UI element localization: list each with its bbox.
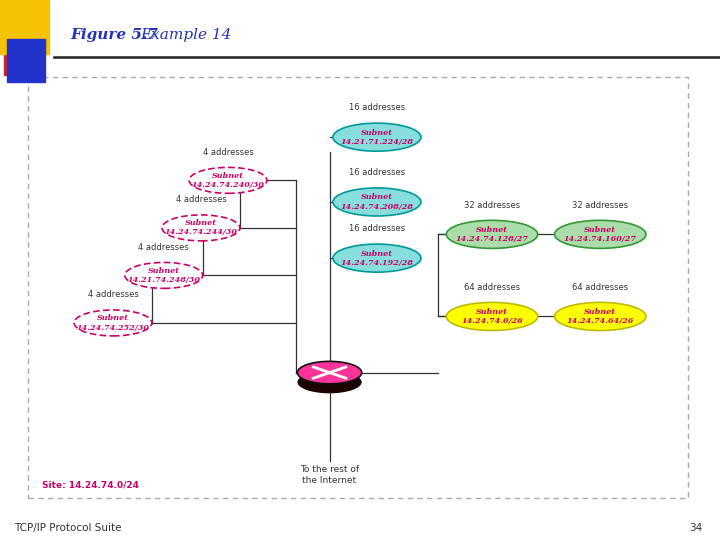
Text: 4 addresses: 4 addresses <box>202 147 253 157</box>
Text: 16 addresses: 16 addresses <box>349 103 405 112</box>
Text: TCP/IP Protocol Suite: TCP/IP Protocol Suite <box>14 523 122 533</box>
Text: Subnet
14.24.74.128/27: Subnet 14.24.74.128/27 <box>456 226 528 243</box>
Text: Subnet
14.24.74.244/30: Subnet 14.24.74.244/30 <box>164 219 238 237</box>
Text: Subnet
14.21.74.248/30: Subnet 14.21.74.248/30 <box>127 267 200 284</box>
Text: 4 addresses: 4 addresses <box>176 195 226 204</box>
Text: Subnet
14.24.74.160/27: Subnet 14.24.74.160/27 <box>564 226 636 243</box>
Ellipse shape <box>162 215 240 241</box>
Text: 32 addresses: 32 addresses <box>572 200 629 210</box>
Text: Subnet
14.21.71.224/28: Subnet 14.21.71.224/28 <box>341 129 413 146</box>
Text: 16 addresses: 16 addresses <box>349 224 405 233</box>
Text: Site: 14.24.74.0/24: Site: 14.24.74.0/24 <box>42 481 139 489</box>
Ellipse shape <box>446 220 538 248</box>
Ellipse shape <box>333 188 421 216</box>
Text: Subnet
14.24.74.252/30: Subnet 14.24.74.252/30 <box>76 314 150 332</box>
Text: Subnet
14.24.74.64/26: Subnet 14.24.74.64/26 <box>567 308 634 325</box>
Text: Subnet
14.24.74.208/28: Subnet 14.24.74.208/28 <box>341 193 413 211</box>
Ellipse shape <box>297 371 361 393</box>
Ellipse shape <box>189 167 267 193</box>
Text: 4 addresses: 4 addresses <box>138 242 189 252</box>
Ellipse shape <box>446 302 538 330</box>
Text: 16 addresses: 16 addresses <box>349 168 405 177</box>
Text: 64 addresses: 64 addresses <box>464 282 520 292</box>
Ellipse shape <box>297 361 361 384</box>
Text: 34: 34 <box>689 523 702 533</box>
Text: 4 addresses: 4 addresses <box>88 290 138 299</box>
Ellipse shape <box>333 123 421 151</box>
Text: Subnet
14.24.74.192/28: Subnet 14.24.74.192/28 <box>341 249 413 267</box>
Text: Example 14: Example 14 <box>140 28 232 42</box>
Ellipse shape <box>554 302 646 330</box>
Ellipse shape <box>333 244 421 272</box>
Text: 32 addresses: 32 addresses <box>464 200 520 210</box>
Ellipse shape <box>125 262 202 288</box>
Text: Figure 5.7: Figure 5.7 <box>71 28 158 42</box>
Ellipse shape <box>554 220 646 248</box>
Ellipse shape <box>74 310 152 336</box>
Text: Subnet
14.24.74.0/26: Subnet 14.24.74.0/26 <box>461 308 523 325</box>
Text: To the rest of
the Internet: To the rest of the Internet <box>300 465 359 485</box>
Text: 64 addresses: 64 addresses <box>572 282 629 292</box>
Text: Subnet
14.24.74.240/30: Subnet 14.24.74.240/30 <box>192 172 264 189</box>
